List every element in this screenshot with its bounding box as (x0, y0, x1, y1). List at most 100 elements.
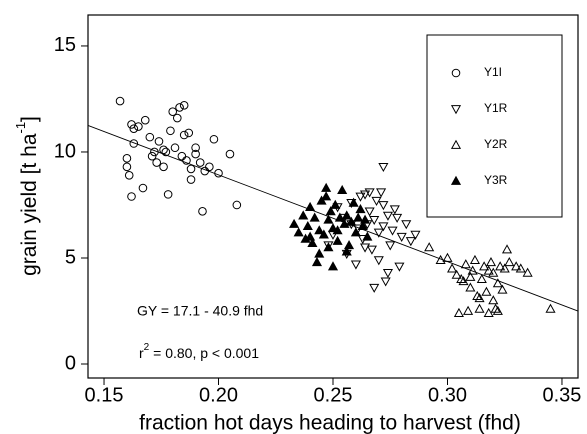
legend-marker (450, 139, 462, 149)
annotation-text: r (139, 345, 144, 361)
point (497, 284, 508, 294)
y-label-text: grain yield [t ha (18, 133, 41, 276)
point (168, 107, 178, 116)
point (545, 303, 556, 313)
point (191, 149, 200, 159)
point (492, 305, 503, 315)
point (154, 137, 164, 146)
point (485, 257, 497, 267)
point (341, 210, 352, 220)
point (122, 162, 132, 172)
point (488, 267, 499, 277)
point (504, 257, 515, 267)
legend-label: Y1R (484, 101, 508, 115)
point (321, 182, 332, 192)
point (350, 260, 361, 270)
point (186, 164, 196, 174)
point (166, 126, 175, 136)
x-tick-label: 0.30 (428, 384, 467, 406)
x-axis-label: fraction hot days heading to harvest (fh… (139, 412, 521, 434)
point (435, 254, 446, 264)
point (456, 273, 467, 284)
point (447, 263, 458, 273)
point (476, 273, 487, 284)
point (232, 200, 242, 210)
point (205, 162, 214, 172)
point (382, 211, 394, 221)
point (170, 143, 180, 153)
point (115, 96, 125, 106)
point (150, 147, 159, 157)
point (382, 268, 394, 279)
annotation-after: = 0.80, p < 0.001 (149, 345, 259, 361)
point (332, 235, 343, 245)
point (460, 259, 471, 269)
point (311, 257, 323, 267)
y-label-sup: -1 (13, 122, 28, 134)
point (366, 245, 377, 255)
point (147, 151, 157, 161)
point (357, 220, 368, 231)
point (511, 261, 522, 271)
point (350, 227, 361, 237)
point (396, 232, 407, 243)
point (179, 130, 189, 140)
point (378, 201, 389, 211)
point (465, 282, 476, 292)
point (360, 214, 371, 224)
point (321, 191, 332, 201)
point (186, 175, 196, 184)
point (314, 225, 325, 235)
fit-line (87, 125, 579, 312)
point (453, 307, 464, 317)
point (369, 283, 380, 293)
annotation: GY = 17.1 - 40.9 fhd (137, 303, 263, 319)
point (348, 197, 359, 207)
annotation: r2 = 0.80, p < 0.001 (139, 342, 259, 361)
point (488, 295, 499, 305)
point (200, 166, 210, 176)
point (191, 143, 200, 153)
point (522, 267, 533, 277)
point (159, 145, 168, 155)
point (129, 124, 139, 133)
point (401, 220, 412, 230)
point (122, 154, 132, 163)
point (225, 149, 235, 159)
y-tick-label: 0 (65, 352, 76, 374)
point (490, 303, 501, 313)
point (515, 263, 526, 273)
y-tick-label: 5 (65, 246, 76, 268)
point (501, 244, 513, 254)
x-tick-label: 0.15 (85, 384, 124, 406)
annotation-sup: 2 (144, 342, 150, 353)
point (159, 162, 168, 172)
point (424, 242, 435, 252)
point (380, 277, 391, 287)
point (373, 256, 384, 266)
legend-marker (451, 68, 461, 78)
point (355, 203, 366, 214)
point (327, 261, 339, 271)
point (323, 241, 334, 251)
point (330, 199, 341, 209)
point (469, 254, 481, 264)
point (163, 190, 173, 199)
point (179, 101, 189, 110)
point (392, 213, 403, 223)
point (362, 231, 373, 241)
point (451, 269, 462, 279)
point (410, 230, 421, 240)
point (492, 278, 503, 288)
point (474, 293, 485, 303)
point (343, 240, 355, 250)
point (463, 305, 474, 315)
point (364, 207, 375, 217)
point (152, 158, 161, 167)
point (298, 210, 309, 220)
point (309, 212, 320, 222)
point (474, 303, 485, 313)
point (337, 184, 348, 194)
point (314, 248, 325, 258)
point (198, 207, 207, 216)
